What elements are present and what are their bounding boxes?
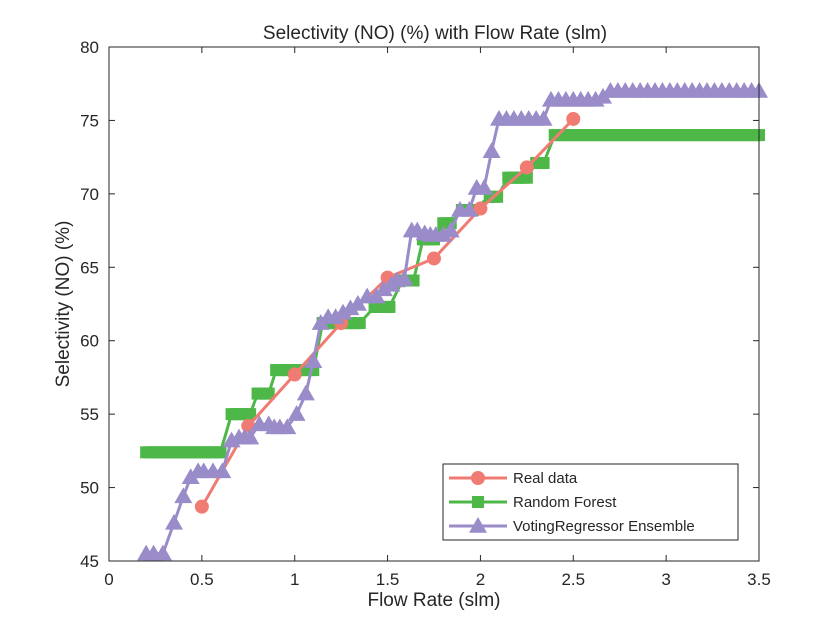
data-point-real-data	[287, 367, 302, 382]
data-point-votingregressor-ensemble	[534, 109, 553, 126]
x-tick-label: 2.5	[561, 570, 585, 589]
legend-item-random-forest: Random Forest	[449, 494, 617, 511]
chart-legend: Real data Random Forest VotingRegressor En…	[442, 463, 739, 541]
data-point-real-data	[566, 111, 581, 126]
data-point-votingregressor-ensemble	[482, 142, 501, 159]
data-point-votingregressor-ensemble	[348, 295, 367, 311]
data-point-real-data	[473, 201, 488, 216]
data-point-votingregressor-ensemble	[153, 544, 172, 561]
data-point-random-forest	[520, 171, 533, 184]
data-point-random-forest	[537, 157, 550, 170]
data-point-real-data	[427, 251, 441, 266]
x-tick-label: 0.5	[190, 570, 214, 589]
axes-frame	[108, 46, 760, 562]
data-point-votingregressor-ensemble	[213, 462, 232, 479]
ticks-layer: 0 0.5 1 1.5 2 2.5 3 3.5 45 50 55 60 65 70 75 80	[80, 38, 771, 589]
y-tick-label: 50	[80, 479, 99, 498]
y-tick-label: 45	[80, 552, 99, 571]
y-axis-label: Selectivity (NO) (%)	[53, 221, 74, 388]
legend-label-random-forest: Random Forest	[513, 494, 617, 511]
data-point-random-forest	[214, 446, 227, 459]
data-point-real-data	[519, 160, 534, 175]
chart-title: Selectivity (NO) (%) with Flow Rate (slm…	[263, 23, 607, 44]
y-tick-label: 60	[80, 332, 99, 351]
data-point-votingregressor-ensemble	[304, 352, 323, 369]
data-point-votingregressor-ensemble	[460, 201, 479, 217]
data-point-votingregressor-ensemble	[441, 221, 460, 238]
data-point-votingregressor-ensemble	[374, 280, 393, 297]
y-tick-label: 70	[80, 185, 99, 204]
data-point-real-data	[194, 499, 209, 514]
data-point-random-forest	[383, 300, 396, 313]
y-tick-label: 75	[80, 111, 99, 130]
legend-marker-votingregressor-ensemble	[469, 517, 487, 533]
x-tick-label: 0	[104, 570, 113, 589]
x-tick-label: 3	[661, 570, 670, 589]
x-tick-label: 2	[476, 570, 485, 589]
data-point-votingregressor-ensemble	[395, 270, 414, 286]
y-tick-label: 55	[80, 405, 99, 424]
legend-item-votingregressor-ensemble: VotingRegressor Ensemble	[449, 517, 695, 535]
data-point-votingregressor-ensemble	[174, 487, 193, 504]
x-axis-label: Flow Rate (slm)	[367, 590, 500, 611]
data-point-votingregressor-ensemble	[165, 513, 183, 530]
data-point-votingregressor-ensemble	[334, 303, 352, 320]
data-point-random-forest	[262, 387, 275, 400]
series-layer	[137, 82, 768, 561]
data-point-votingregressor-ensemble	[287, 405, 306, 421]
x-tick-label: 1	[290, 570, 299, 589]
legend-item-real-data: Real data	[449, 470, 578, 487]
x-tick-label: 3.5	[747, 570, 771, 589]
y-tick-label: 65	[80, 258, 99, 277]
legend-marker-real-data	[471, 471, 485, 485]
data-point-votingregressor-ensemble	[434, 225, 453, 242]
data-point-random-forest	[491, 190, 504, 203]
data-point-votingregressor-ensemble	[475, 178, 494, 195]
data-point-random-forest	[244, 408, 257, 421]
y-tick-label: 80	[80, 38, 99, 57]
legend-marker-random-forest	[472, 496, 484, 508]
data-point-votingregressor-ensemble	[296, 384, 315, 401]
x-tick-label: 1.5	[376, 570, 400, 589]
legend-label-votingregressor-ensemble: VotingRegressor Ensemble	[513, 518, 695, 535]
data-point-votingregressor-ensemble	[241, 428, 260, 445]
data-point-votingregressor-ensemble	[341, 299, 360, 316]
data-point-votingregressor-ensemble	[278, 418, 297, 435]
data-point-votingregressor-ensemble	[326, 308, 345, 324]
data-point-random-forest	[353, 317, 366, 330]
plot-area: 0 0.5 1 1.5 2 2.5 3 3.5 45 50 55 60 65 70 75 80	[80, 38, 771, 589]
legend-label-real-data: Real data	[513, 470, 578, 487]
